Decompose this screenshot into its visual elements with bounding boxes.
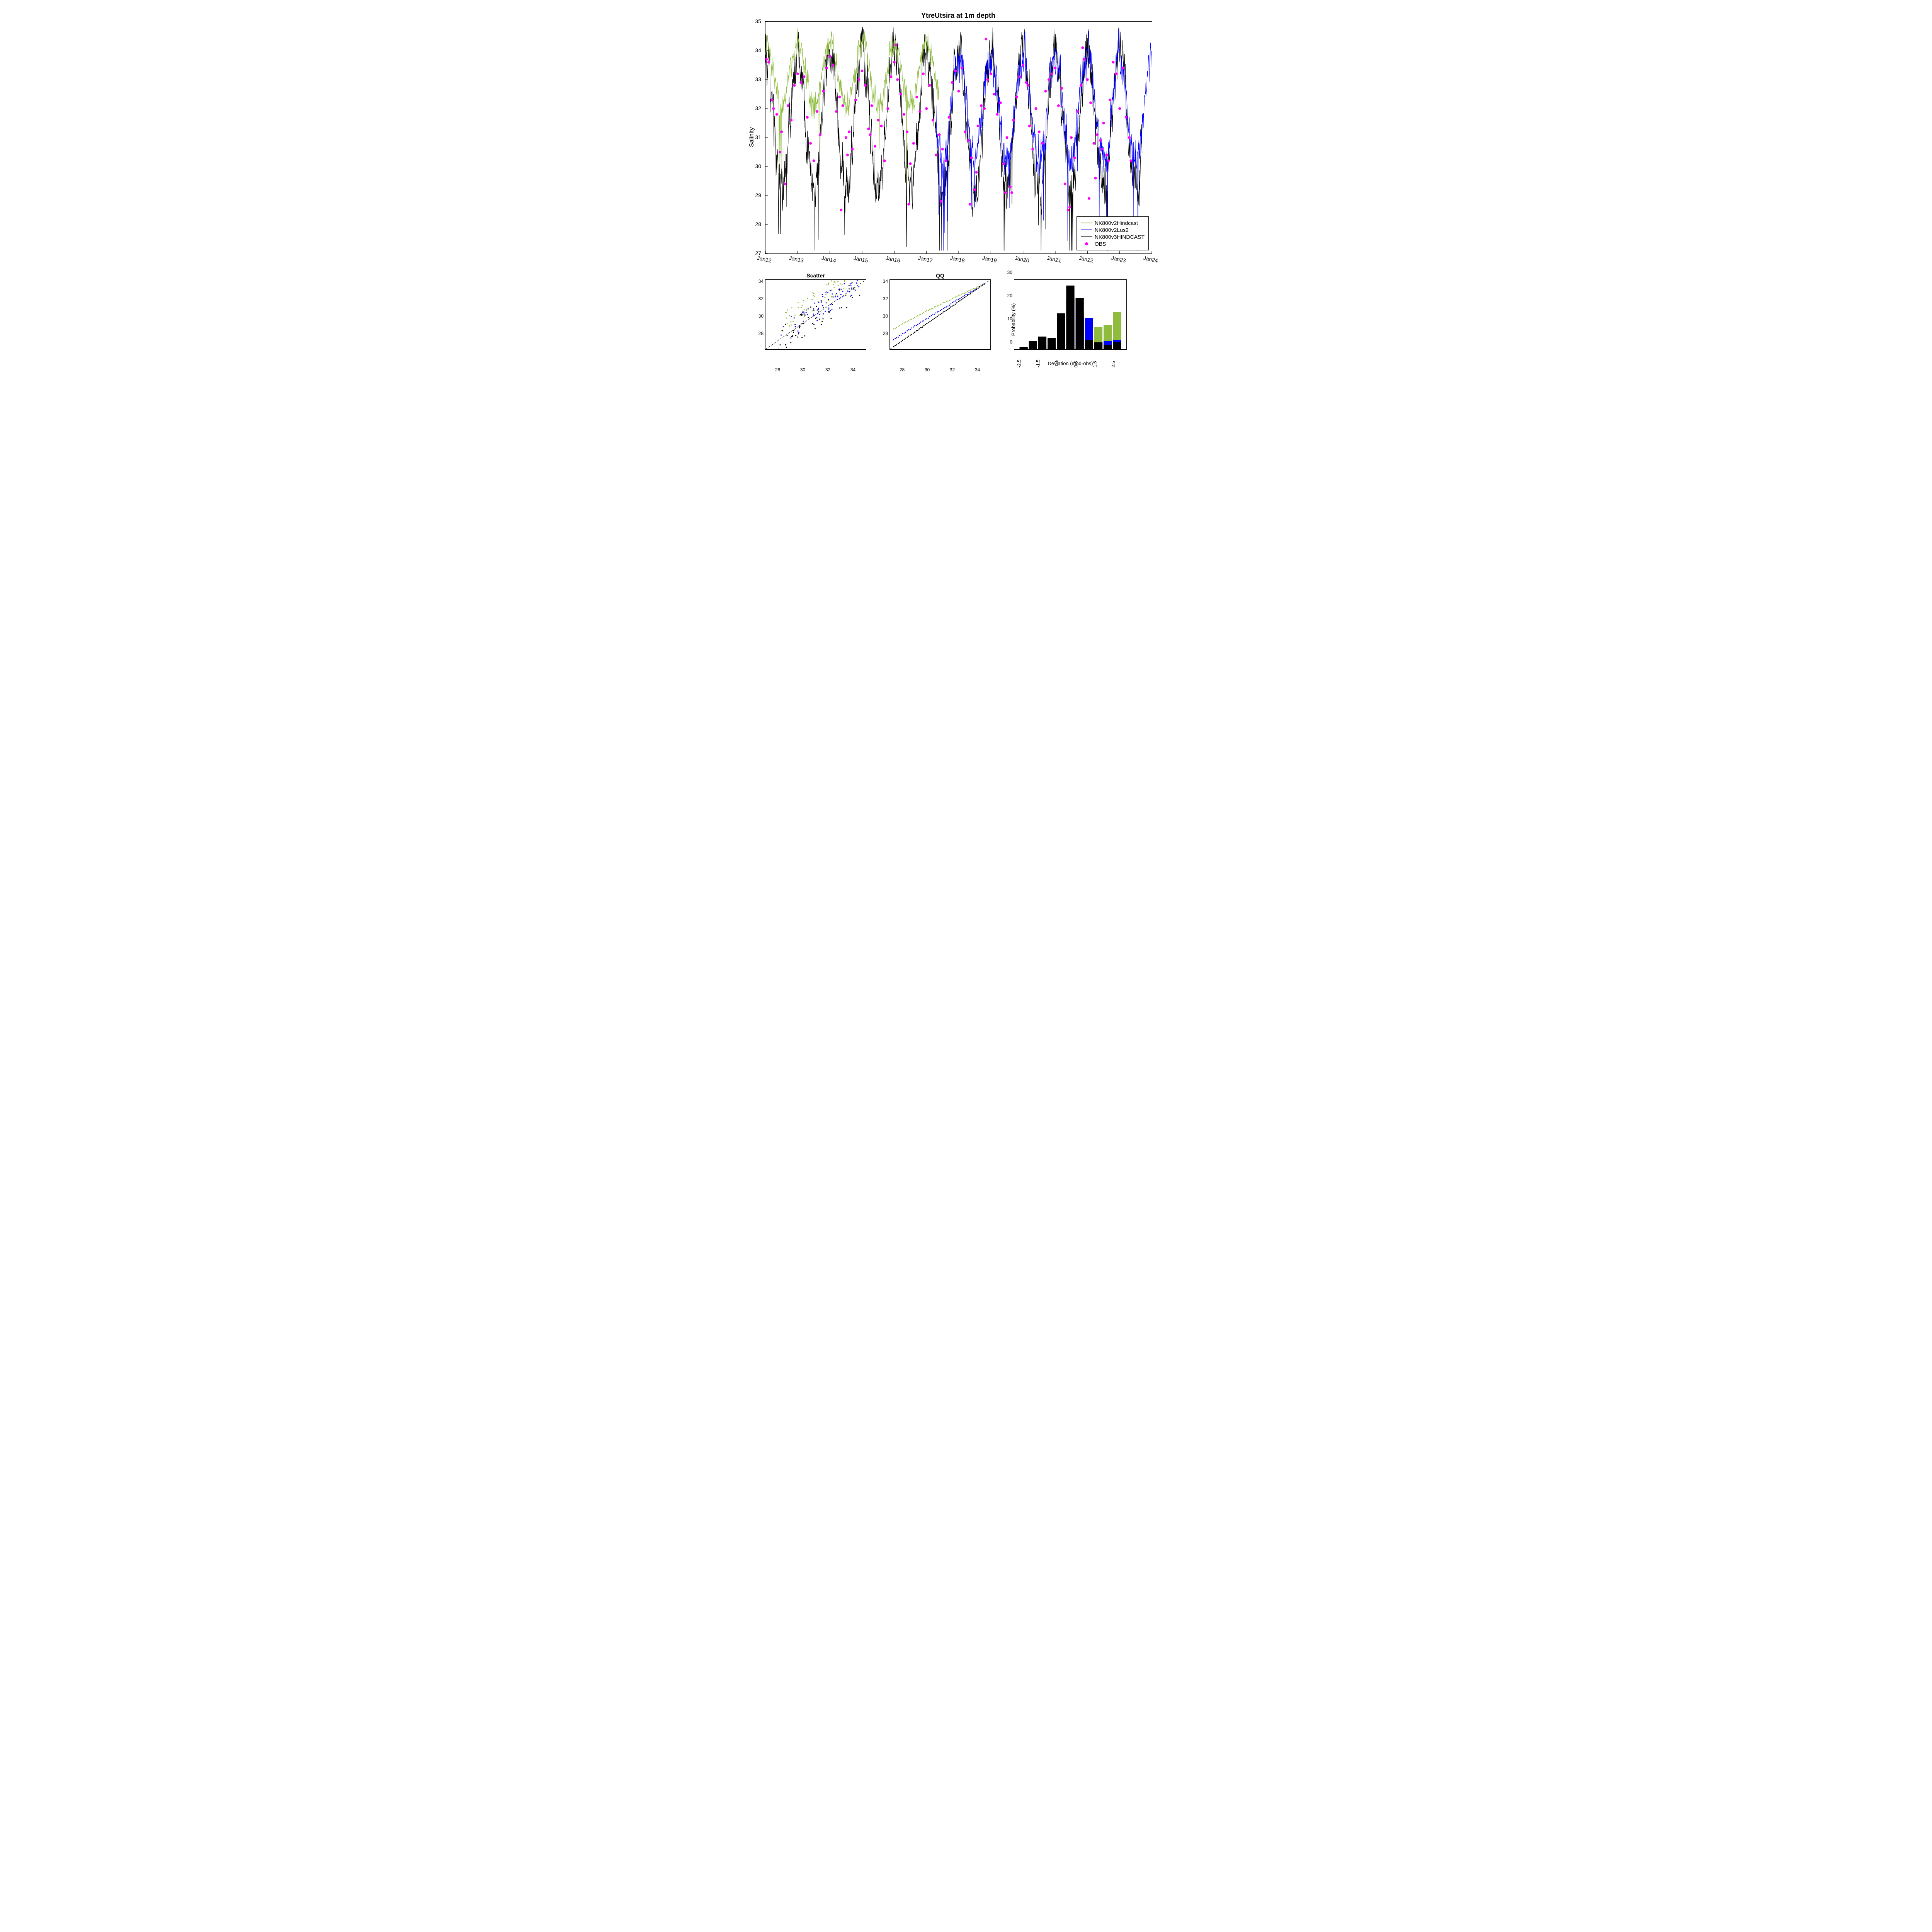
scatter-xtick: 28 <box>775 367 780 372</box>
xtick: Jan16 <box>885 255 901 264</box>
xtick: Jan15 <box>853 255 869 264</box>
hist-xtick: -1.5 <box>1035 359 1041 367</box>
xtick: Jan17 <box>917 255 933 264</box>
legend-row-obs: OBS <box>1081 241 1145 247</box>
ytick: 35 <box>750 18 761 24</box>
xtick: Jan21 <box>1046 255 1062 264</box>
xtick: Jan23 <box>1111 255 1126 264</box>
legend-label-obs: OBS <box>1095 241 1106 247</box>
ytick: 28 <box>750 221 761 227</box>
ytick: 34 <box>750 47 761 53</box>
xtick: Jan19 <box>982 255 998 264</box>
xtick: Jan12 <box>757 255 772 264</box>
scatter-plot-area <box>765 279 866 350</box>
scatter-subplot: Scatter 28303234 28303234 <box>765 272 866 366</box>
qq-ytick: 34 <box>879 279 888 284</box>
ytick: 33 <box>750 76 761 82</box>
hist-title <box>1014 272 1127 279</box>
hist-ytick: 10 <box>1003 316 1012 321</box>
main-plot-area: NK800v2Hindcast NK800v2Lus2 NK800v3HINDC… <box>765 21 1152 254</box>
legend-label-green: NK800v2Hindcast <box>1095 220 1138 226</box>
legend-label-blue: NK800v2Lus2 <box>1095 227 1129 233</box>
xtick: Jan22 <box>1078 255 1094 264</box>
hist-xlabel: Deviation (mod-obs) <box>1014 361 1127 366</box>
hist-xtick: 1.5 <box>1092 361 1097 367</box>
ytick: 29 <box>750 192 761 198</box>
qq-ytick: 32 <box>879 296 888 301</box>
scatter-xtick: 34 <box>850 367 855 372</box>
qq-xtick: 30 <box>925 367 930 372</box>
hist-svg <box>1014 280 1126 349</box>
legend: NK800v2Hindcast NK800v2Lus2 NK800v3HINDC… <box>1077 216 1149 250</box>
hist-plot-area <box>1014 279 1127 350</box>
hist-xtick: -2.5 <box>1017 359 1022 367</box>
legend-row-blue: NK800v2Lus2 <box>1081 227 1145 233</box>
qq-ytick: 30 <box>879 313 888 319</box>
scatter-ytick: 34 <box>754 279 764 284</box>
scatter-xtick: 30 <box>800 367 805 372</box>
qq-svg <box>890 280 990 349</box>
xtick: Jan20 <box>1014 255 1030 264</box>
legend-row-black: NK800v3HINDCAST <box>1081 234 1145 240</box>
ytick: 32 <box>750 105 761 111</box>
xtick: Jan18 <box>950 255 966 264</box>
qq-xtick: 32 <box>950 367 955 372</box>
xtick: Jan14 <box>821 255 837 264</box>
scatter-svg <box>765 280 866 349</box>
scatter-ytick: 32 <box>754 296 764 301</box>
hist-xtick: 2.5 <box>1111 361 1116 367</box>
xtick: Jan13 <box>789 255 804 264</box>
legend-swatch-obs <box>1085 242 1088 245</box>
scatter-ytick: 30 <box>754 313 764 319</box>
hist-xtick: -0.5 <box>1054 359 1059 367</box>
qq-xtick: 34 <box>975 367 980 372</box>
qq-xtick: 28 <box>900 367 905 372</box>
scatter-xtick: 32 <box>825 367 830 372</box>
qq-subplot: QQ 28303234 28303234 <box>889 272 991 366</box>
qq-title: QQ <box>889 272 991 279</box>
hist-xtick: 0.5 <box>1073 361 1079 367</box>
legend-row-green: NK800v2Hindcast <box>1081 220 1145 226</box>
hist-ytick: 20 <box>1003 293 1012 298</box>
scatter-ytick: 28 <box>754 331 764 336</box>
qq-plot-area <box>889 279 991 350</box>
main-title: YtreUtsira at 1m depth <box>765 12 1151 20</box>
hist-subplot: Probability (%) 0102030 -2.5-1.5-0.50.51… <box>1014 272 1127 366</box>
ytick: 31 <box>750 134 761 140</box>
legend-label-black: NK800v3HINDCAST <box>1095 234 1145 240</box>
xtick: Jan24 <box>1143 255 1159 264</box>
legend-swatch-black <box>1081 236 1092 237</box>
ytick: 30 <box>750 163 761 169</box>
scatter-title: Scatter <box>765 272 866 279</box>
hist-ytick: 0 <box>1003 339 1012 345</box>
figure: YtreUtsira at 1m depth Salinity NK800v2H… <box>734 12 1198 366</box>
main-chart: Salinity NK800v2Hindcast NK800v2Lus2 NK8… <box>765 21 1151 253</box>
hist-ytick: 30 <box>1003 270 1012 275</box>
qq-ytick: 28 <box>879 331 888 336</box>
subplot-row: Scatter 28303234 28303234 QQ 28303234 28… <box>765 272 1198 366</box>
